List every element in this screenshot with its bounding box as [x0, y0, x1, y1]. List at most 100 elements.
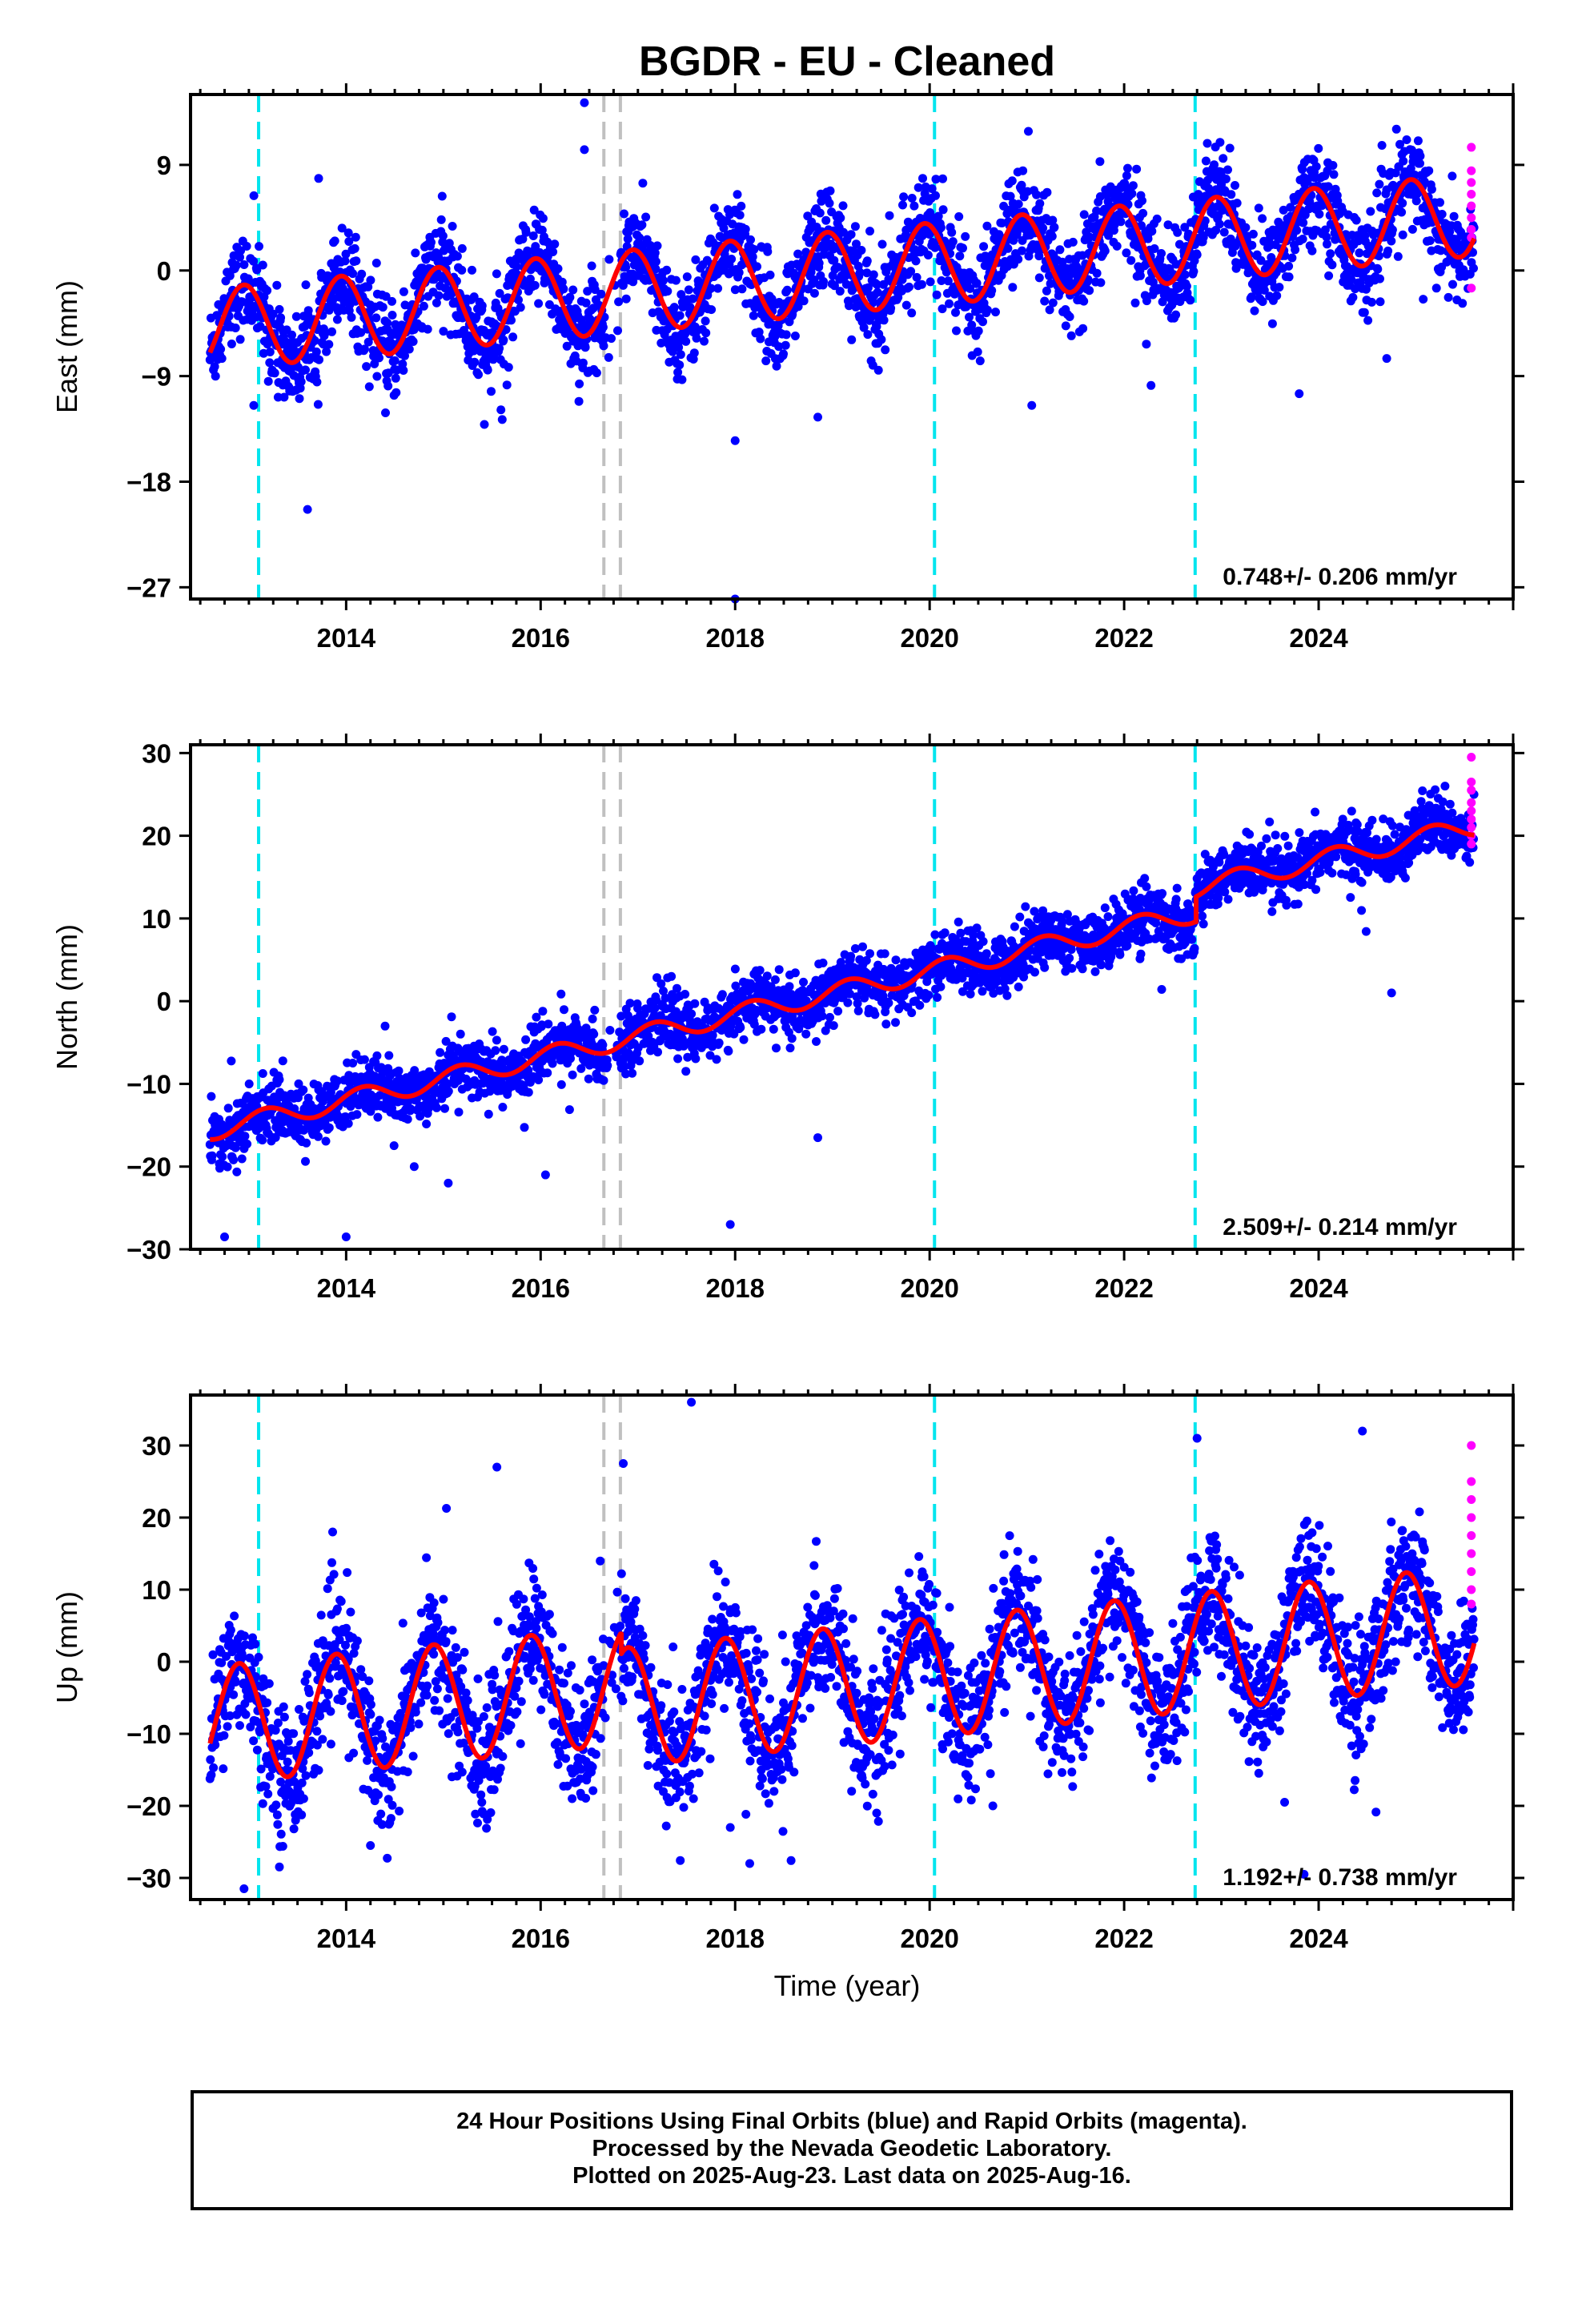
north-data-point — [436, 1047, 445, 1057]
north-data-point — [880, 949, 889, 959]
east-data-point — [681, 336, 691, 346]
east-data-point — [350, 243, 359, 253]
east-data-point — [391, 373, 400, 383]
north-data-point — [1010, 922, 1019, 931]
east-data-point — [341, 249, 351, 259]
north-data-point — [924, 991, 934, 1000]
east-data-point — [1014, 199, 1023, 209]
north-data-point — [936, 982, 946, 991]
east-y-tick-label: 9 — [157, 151, 171, 180]
east-data-point — [1126, 255, 1136, 265]
north-data-point — [833, 1007, 843, 1016]
east-data-point — [249, 191, 259, 200]
east-data-point — [1241, 223, 1251, 232]
east-data-point — [814, 259, 824, 268]
east-data-point — [392, 365, 402, 375]
east-data-point — [1034, 273, 1044, 283]
east-data-point — [1372, 188, 1382, 198]
north-data-point — [891, 1018, 900, 1027]
east-data-point — [387, 311, 397, 320]
east-data-point — [492, 269, 501, 279]
east-data-point — [1375, 274, 1384, 283]
east-data-point — [676, 350, 685, 360]
north-data-point — [605, 1026, 615, 1035]
east-data-point — [210, 362, 219, 372]
east-data-point — [255, 242, 263, 251]
east-data-point — [700, 336, 709, 346]
east-data-point — [961, 231, 970, 241]
east-data-point — [1443, 292, 1453, 302]
east-data-point — [613, 326, 622, 336]
north-data-point — [785, 982, 794, 991]
east-data-point — [263, 286, 272, 296]
east-data-point — [1215, 219, 1224, 229]
east-data-point — [529, 205, 539, 215]
east-data-point — [400, 351, 409, 360]
east-data-point — [692, 333, 701, 343]
east-data-point — [756, 334, 765, 344]
east-data-point — [1427, 184, 1436, 194]
north-data-point — [498, 1103, 508, 1112]
north-data-point — [843, 998, 853, 1007]
north-data-point — [681, 1067, 691, 1076]
east-data-point — [1250, 306, 1259, 316]
north-data-point — [982, 949, 991, 959]
north-data-point — [978, 937, 988, 947]
north-data-point — [762, 971, 772, 981]
east-data-point — [362, 362, 371, 372]
north-data-point — [818, 959, 828, 967]
east-data-point — [381, 408, 390, 417]
east-data-point — [1375, 179, 1384, 189]
east-data-point — [1299, 218, 1308, 227]
north-data-point — [653, 1047, 662, 1057]
east-data-point — [857, 246, 866, 255]
east-data-point — [238, 297, 247, 307]
east-data-point — [399, 366, 408, 375]
north-data-point — [801, 1029, 811, 1039]
east-data-point — [918, 174, 927, 183]
east-data-point — [663, 287, 673, 296]
east-data-point — [301, 365, 310, 375]
east-data-point — [641, 212, 651, 222]
east-data-point — [1225, 143, 1235, 153]
east-data-point — [340, 256, 350, 266]
east-data-point — [1248, 229, 1258, 239]
east-data-point — [587, 261, 596, 271]
east-data-point — [1314, 143, 1323, 153]
east-data-point — [781, 340, 790, 350]
east-data-point — [614, 297, 624, 307]
east-data-point — [1348, 292, 1358, 302]
east-data-point — [911, 256, 921, 266]
north-data-point — [739, 1035, 749, 1044]
east-data-point — [954, 212, 964, 221]
east-data-point — [1068, 237, 1078, 247]
east-data-point — [669, 303, 679, 312]
east-data-point — [359, 344, 369, 354]
east-data-point — [737, 201, 746, 211]
east-data-point — [1215, 138, 1225, 147]
east-data-point — [955, 251, 965, 261]
east-data-point — [537, 225, 547, 235]
east-rapid-point — [1467, 201, 1476, 211]
north-data-point — [440, 1104, 449, 1113]
north-data-point — [520, 1123, 529, 1132]
east-data-point — [343, 228, 353, 238]
east-data-point — [1157, 249, 1166, 258]
east-data-point — [1367, 297, 1376, 307]
north-data-point — [564, 1105, 574, 1115]
east-data-point — [905, 282, 913, 292]
north-data-point — [373, 1112, 383, 1122]
north-data-point — [556, 989, 566, 999]
north-data-point — [690, 999, 700, 1008]
east-data-point — [217, 354, 227, 364]
east-data-point — [1284, 272, 1294, 282]
east-data-point — [735, 211, 745, 220]
east-data-point — [599, 341, 608, 351]
east-data-point — [514, 296, 523, 304]
east-data-point — [480, 420, 489, 429]
east-outlier-point — [1382, 354, 1391, 364]
east-data-point — [1327, 260, 1337, 270]
east-data-point — [907, 194, 917, 203]
north-data-point — [853, 1006, 863, 1015]
east-data-point — [1437, 210, 1447, 219]
